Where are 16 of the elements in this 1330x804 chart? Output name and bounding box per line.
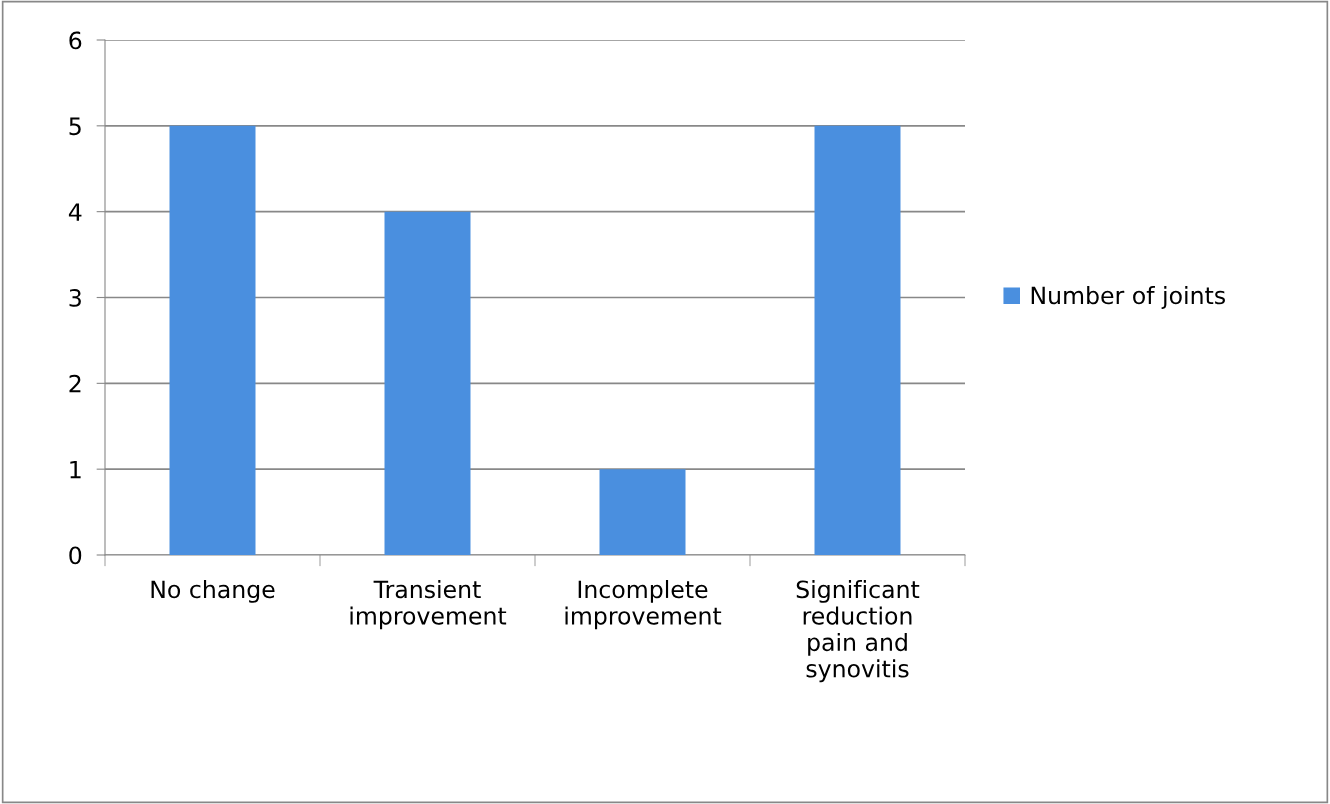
y-tick-label: 2 (69, 374, 81, 393)
y-tick-label: 4 (68, 203, 82, 221)
x-tick-label: No change (151, 580, 275, 603)
y-tick-label: 5 (69, 117, 81, 136)
y-tick-label: 0 (69, 546, 82, 565)
bar (169, 125, 256, 555)
bar (384, 211, 471, 555)
x-tick-label: Transient improvement (350, 580, 507, 630)
y-tick-label: 3 (69, 288, 81, 307)
y-tick-label: 1 (70, 460, 81, 479)
legend-label: Number of joints (1031, 286, 1225, 309)
x-tick-label: Incomplete improvement (565, 580, 722, 630)
bar (814, 125, 901, 555)
bar (599, 469, 686, 555)
y-tick-label: 6 (69, 31, 82, 50)
x-tick-label: Significant reduction pain and synovitis (796, 580, 920, 683)
